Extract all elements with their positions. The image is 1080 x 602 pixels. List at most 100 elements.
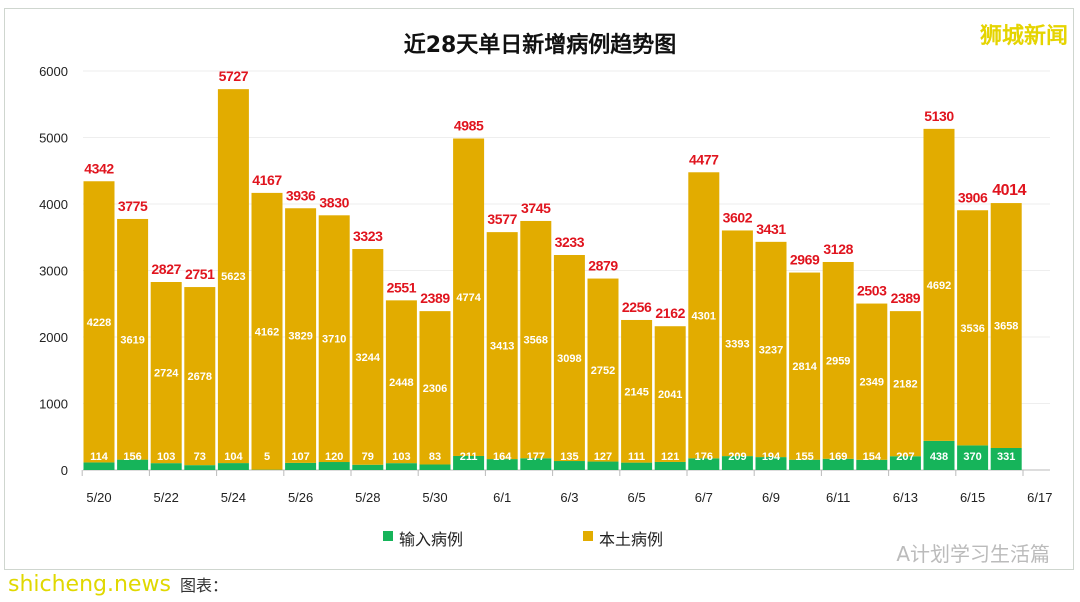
- bar-imported: [621, 462, 653, 470]
- bar-local: [251, 192, 283, 470]
- legend-swatch: [383, 531, 393, 541]
- data-label-imported: 114: [90, 451, 109, 463]
- bar-imported: [721, 456, 753, 470]
- bar-imported: [83, 462, 115, 470]
- bar-local: [453, 138, 485, 456]
- y-tick-label: 0: [61, 463, 68, 478]
- bar-local: [285, 208, 317, 463]
- bar-local: [822, 261, 854, 459]
- data-label-total: 4342: [84, 160, 114, 176]
- bar-imported: [217, 463, 249, 470]
- bar-local: [654, 326, 686, 462]
- bar-local: [150, 282, 182, 464]
- data-label-total: 2162: [655, 305, 685, 321]
- bar-local: [83, 181, 115, 463]
- data-label-total: 3128: [823, 241, 853, 257]
- data-label-total: 2389: [420, 290, 450, 306]
- data-label-total: 4477: [689, 151, 719, 167]
- bar-local: [621, 319, 653, 463]
- bar-imported: [318, 462, 350, 470]
- bar-imported: [117, 459, 149, 470]
- data-label-imported: 79: [362, 451, 374, 463]
- data-label-imported: 176: [695, 451, 713, 463]
- bar-imported: [923, 440, 955, 470]
- legend-swatch: [583, 531, 593, 541]
- x-tick-label: 5/28: [355, 490, 380, 505]
- watermark-bottom-left: shicheng.news: [8, 572, 171, 597]
- data-label-total: 2389: [891, 290, 921, 306]
- data-label-imported: 194: [762, 451, 781, 463]
- data-label-local: 4228: [87, 317, 111, 329]
- data-label-imported: 121: [661, 451, 679, 463]
- data-label-total: 2256: [622, 299, 652, 315]
- data-label-total: 2503: [857, 283, 887, 299]
- y-tick-label: 2000: [39, 330, 68, 345]
- data-label-total: 2751: [185, 266, 215, 282]
- data-label-total: 4167: [252, 172, 282, 188]
- bar-local: [419, 311, 451, 465]
- data-label-total: 2827: [151, 261, 181, 277]
- bar-imported: [856, 459, 888, 470]
- data-label-local: 2041: [658, 389, 682, 401]
- y-tick-label: 4000: [39, 197, 68, 212]
- data-label-local: 2752: [591, 365, 615, 377]
- data-label-total: 3745: [521, 200, 551, 216]
- x-tick-label: 6/9: [762, 490, 780, 505]
- legend-label: 输入病例: [399, 530, 463, 549]
- bar-local: [721, 230, 753, 457]
- data-label-total: 2551: [387, 279, 417, 295]
- data-label-total: 3906: [958, 189, 988, 205]
- bar-imported: [789, 459, 821, 470]
- bar-local: [957, 210, 989, 446]
- data-label-local: 2349: [860, 377, 884, 389]
- data-label-total: 3775: [118, 198, 148, 214]
- bar-imported: [520, 458, 552, 470]
- bar-local: [789, 272, 821, 460]
- data-label-total: 5727: [219, 68, 249, 84]
- y-tick-label: 5000: [39, 131, 68, 146]
- data-label-local: 3568: [524, 335, 548, 347]
- bar-imported: [889, 456, 921, 470]
- data-label-local: 2814: [792, 361, 817, 373]
- data-label-imported: 155: [795, 451, 813, 463]
- data-label-local: 3658: [994, 321, 1018, 333]
- data-label-local: 3710: [322, 334, 346, 346]
- data-label-imported: 370: [963, 451, 981, 463]
- data-label-total: 3830: [319, 194, 349, 210]
- data-label-local: 2959: [826, 355, 850, 367]
- data-label-local: 3536: [960, 323, 984, 335]
- bar-imported: [957, 445, 989, 470]
- bar-local: [117, 218, 149, 460]
- x-tick-label: 6/1: [493, 490, 511, 505]
- data-label-imported: 207: [896, 451, 914, 463]
- bar-imported: [285, 462, 317, 470]
- bar-imported: [654, 461, 686, 470]
- bar-local: [385, 300, 417, 464]
- bar-imported: [755, 457, 787, 470]
- bar-local: [217, 89, 249, 464]
- bar-local: [318, 215, 350, 463]
- bar-local: [990, 203, 1022, 448]
- data-label-imported: 331: [997, 451, 1015, 463]
- data-label-total: 3233: [555, 234, 585, 250]
- y-tick-label: 6000: [39, 64, 68, 79]
- bar-local: [184, 287, 216, 466]
- data-label-imported: 438: [930, 451, 948, 463]
- watermark-bottom-right: A计划学习生活篇: [896, 542, 1050, 566]
- data-label-local: 5623: [221, 271, 245, 283]
- bar-imported: [385, 463, 417, 470]
- data-label-total: 5130: [924, 108, 954, 124]
- bar-imported: [150, 463, 182, 470]
- data-label-imported: 211: [460, 451, 478, 463]
- data-label-local: 2306: [423, 383, 447, 395]
- data-label-total: 3431: [756, 221, 786, 237]
- data-label-local: 4774: [456, 292, 481, 304]
- bar-imported: [990, 447, 1022, 470]
- x-tick-label: 6/5: [628, 490, 646, 505]
- bar-imported: [419, 464, 451, 470]
- bar-local: [587, 278, 619, 462]
- data-label-local: 4301: [692, 310, 716, 322]
- data-label-local: 3244: [356, 352, 381, 364]
- data-label-imported: 83: [429, 451, 441, 463]
- watermark-top-right: 狮城新闻: [979, 24, 1068, 49]
